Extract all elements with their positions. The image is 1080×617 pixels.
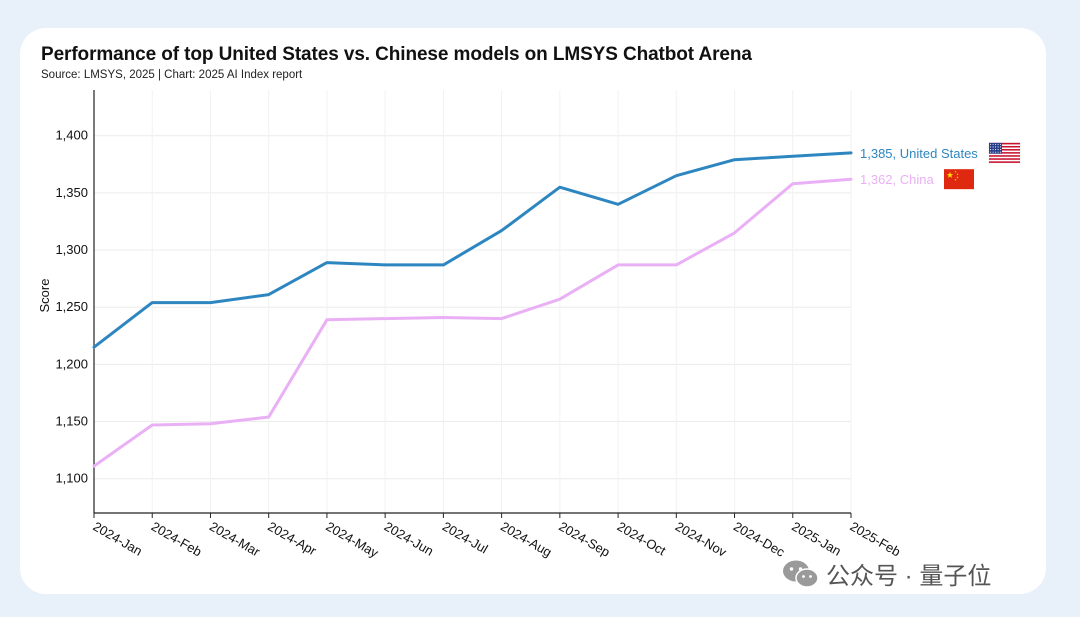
x-tick-label: 2024-Jul xyxy=(440,519,491,557)
y-tick-label: 1,250 xyxy=(55,299,88,314)
y-axis-label: Score xyxy=(37,279,52,313)
y-tick-label: 1,300 xyxy=(55,242,88,257)
wechat-icon xyxy=(783,560,819,588)
x-tick-label: 2024-Oct xyxy=(615,519,669,559)
x-tick-label: 2025-Jan xyxy=(789,519,843,559)
x-tick-label: 2024-Sep xyxy=(556,519,612,560)
y-tick-labels: 1,100 1,150 1,200 1,250 1,300 1,350 1,400 xyxy=(55,128,88,486)
x-tick-label: 2024-Dec xyxy=(731,519,788,560)
y-tick-label: 1,400 xyxy=(55,128,88,143)
x-tick-label: 2024-Feb xyxy=(149,519,205,560)
x-tick-label: 2024-Jan xyxy=(91,519,145,559)
x-tick-label: 2025-Feb xyxy=(848,519,904,560)
x-tick-label: 2024-Mar xyxy=(207,519,263,560)
y-tick-label: 1,100 xyxy=(55,471,88,486)
chart-title: Performance of top United States vs. Chi… xyxy=(41,44,752,65)
us-flag-icon xyxy=(988,142,1021,164)
watermark: 公众号 · 量子位 xyxy=(782,556,991,591)
y-tick-label: 1,150 xyxy=(55,414,88,429)
x-tick-label: 2024-May xyxy=(323,519,381,561)
end-label: 1,362, China xyxy=(860,172,934,187)
series xyxy=(92,151,853,468)
x-tick-label: 2024-Nov xyxy=(673,519,730,560)
x-tick-label: 2024-Jun xyxy=(382,519,436,559)
end-label: 1,385, United States xyxy=(860,146,978,161)
chart-card xyxy=(20,28,1046,594)
x-tick-label: 2024-Apr xyxy=(265,519,319,559)
series-line-china xyxy=(92,177,853,468)
china-flag-icon xyxy=(944,169,974,190)
watermark-text: 公众号 · 量子位 xyxy=(826,563,992,590)
chart-subtitle: Source: LMSYS, 2025 | Chart: 2025 AI Ind… xyxy=(41,69,303,81)
y-tick-label: 1,350 xyxy=(55,185,88,200)
series-line-united-states xyxy=(92,151,853,349)
y-tick-label: 1,200 xyxy=(55,356,88,371)
x-tick-labels: 2024-Jan 2024-Feb 2024-Mar 2024-Apr 2024-May… xyxy=(91,519,904,561)
end-labels: 1,385, United States 1,362, China xyxy=(860,142,1021,190)
x-tick-label: 2024-Aug xyxy=(498,519,554,560)
axes xyxy=(93,90,851,514)
